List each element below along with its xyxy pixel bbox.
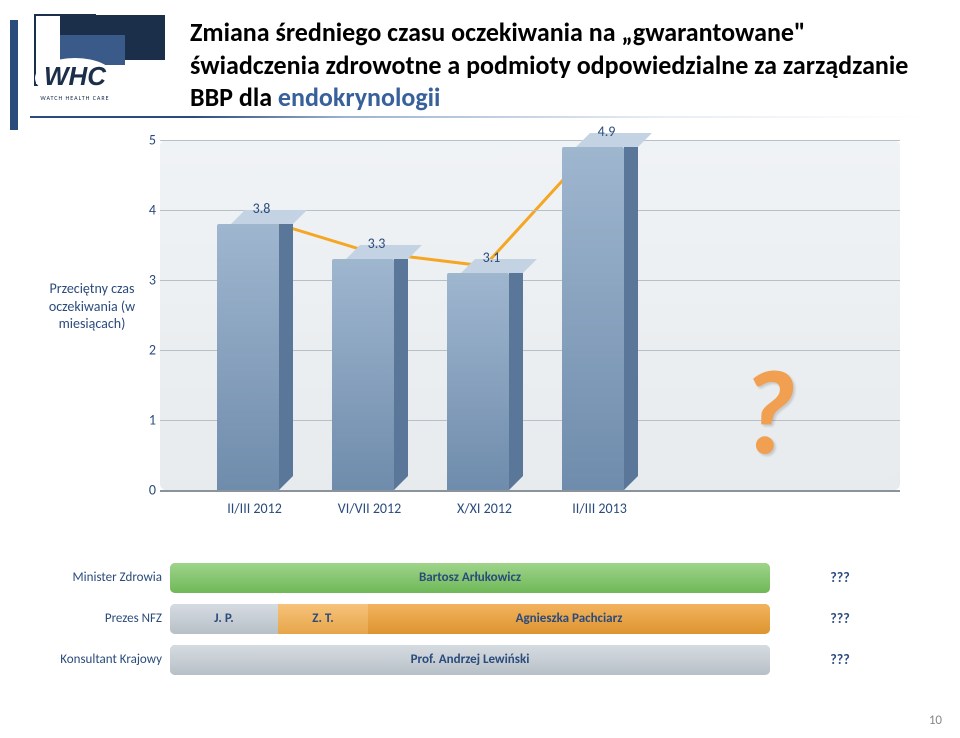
- x-tick: X/XI 2012: [457, 500, 512, 517]
- timeline-track: Prof. Andrzej Lewiński: [170, 645, 770, 675]
- responsibility-timeline: Minister ZdrowiaBartosz Arłukowicz???Pre…: [40, 560, 920, 683]
- whc-logo: WHC WATCH HEALTH CARE: [30, 10, 170, 110]
- title-highlight: endokrynologii: [278, 81, 441, 113]
- y-tick: 3: [140, 272, 156, 289]
- bar-chart: Przeciętny czas oczekiwania (w miesiącac…: [40, 140, 920, 540]
- timeline-row: Konsultant KrajowyProf. Andrzej Lewiński…: [40, 642, 920, 677]
- y-tick: 4: [140, 202, 156, 219]
- header-divider: [30, 116, 930, 118]
- page-number: 10: [929, 713, 942, 728]
- timeline-segment: Z. T.: [278, 604, 368, 634]
- timeline-row-label: Prezes NFZ: [40, 611, 170, 626]
- x-tick: II/III 2013: [572, 500, 627, 517]
- y-tick: 2: [140, 342, 156, 359]
- bar-value-label: 3.8: [253, 200, 271, 217]
- timeline-segment: Bartosz Arłukowicz: [170, 563, 770, 593]
- page-title: Zmiana średniego czasu oczekiwania na „g…: [190, 10, 930, 114]
- y-tick: 0: [140, 482, 156, 499]
- bar: [447, 273, 523, 490]
- bar-value-label: 3.3: [368, 235, 386, 252]
- svg-text:WATCH HEALTH CARE: WATCH HEALTH CARE: [40, 94, 109, 102]
- timeline-row: Minister ZdrowiaBartosz Arłukowicz???: [40, 560, 920, 595]
- gridline: [160, 140, 900, 141]
- timeline-row-label: Minister Zdrowia: [40, 570, 170, 585]
- bar-value-label: 3.1: [483, 249, 501, 266]
- x-tick: VI/VII 2012: [338, 500, 401, 517]
- question-mark: ?: [740, 340, 796, 486]
- y-tick: 1: [140, 412, 156, 429]
- bar: [332, 259, 408, 490]
- bar: [217, 224, 293, 490]
- y-tick: 5: [140, 132, 156, 149]
- timeline-track: Bartosz Arłukowicz: [170, 563, 770, 593]
- timeline-track: J. P.Z. T.Agnieszka Pachciarz: [170, 604, 770, 634]
- timeline-future: ???: [770, 569, 910, 586]
- x-tick: II/III 2012: [227, 500, 282, 517]
- timeline-future: ???: [770, 651, 910, 668]
- bar: [562, 147, 638, 490]
- bar-value-label: 4.9: [598, 123, 616, 140]
- timeline-segment: J. P.: [170, 604, 278, 634]
- timeline-segment: Prof. Andrzej Lewiński: [170, 645, 770, 675]
- timeline-row-label: Konsultant Krajowy: [40, 652, 170, 667]
- timeline-segment: Agnieszka Pachciarz: [368, 604, 770, 634]
- svg-text:WHC: WHC: [44, 61, 107, 91]
- timeline-future: ???: [770, 610, 910, 627]
- header: WHC WATCH HEALTH CARE Zmiana średniego c…: [0, 0, 960, 120]
- y-axis-label: Przeciętny czas oczekiwania (w miesiącac…: [32, 280, 152, 333]
- timeline-row: Prezes NFZJ. P.Z. T.Agnieszka Pachciarz?…: [40, 601, 920, 636]
